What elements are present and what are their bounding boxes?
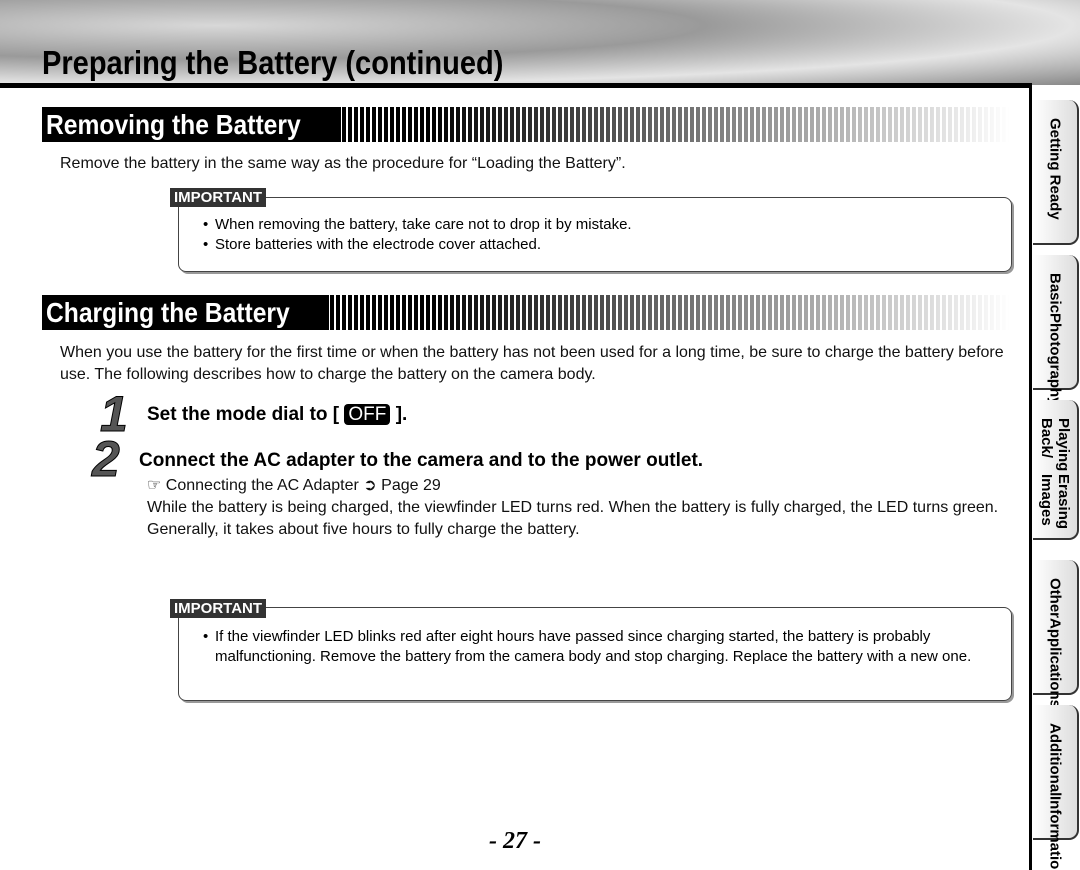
step-text: Set the mode dial to [ OFF ].: [147, 404, 407, 426]
page-number: - 27 -: [489, 828, 541, 854]
arrow: ➲: [363, 477, 377, 494]
ref-text: Connecting the AC Adapter: [165, 477, 359, 494]
side-tab[interactable]: Additional Information: [1033, 705, 1079, 870]
side-tab[interactable]: Playing Back/Erasing Images: [1033, 400, 1079, 540]
heading-text: Removing the Battery: [46, 109, 301, 140]
important-box: If the viewfinder LED blinks red after e…: [178, 607, 1012, 701]
tab-line: Other: [1046, 578, 1064, 619]
section-heading: Removing the Battery: [42, 107, 342, 142]
icon: ☞: [147, 477, 162, 494]
header-background: [0, 0, 1080, 85]
tab-line: Getting Ready: [1046, 118, 1064, 220]
step-text: Connect the AC adapter to the camera and…: [139, 450, 704, 471]
step-number: 1: [100, 386, 129, 443]
paragraph: Generally, it takes about five hours to …: [147, 521, 580, 538]
page-title: Preparing the Battery (continued): [42, 44, 504, 81]
side-tab[interactable]: Getting Ready: [1033, 100, 1079, 245]
tab-line: Erasing Images: [1038, 474, 1072, 530]
text: Set the mode dial to [: [147, 404, 340, 425]
text: ].: [395, 404, 408, 425]
important-box: When removing the battery, take care not…: [178, 197, 1012, 272]
reference: ☞ Connecting the AC Adapter ➲ Page 29: [147, 475, 1007, 497]
step-body: ☞ Connecting the AC Adapter ➲ Page 29 Wh…: [147, 475, 1007, 541]
side-rule: [1029, 85, 1032, 870]
tab-line: Information: [1046, 796, 1064, 870]
item: When removing the battery, take care not…: [203, 215, 1011, 235]
tab-line: Photography: [1046, 313, 1064, 406]
side-tab[interactable]: Basic Photography: [1033, 255, 1079, 406]
tab-line: Playing Back/: [1038, 418, 1072, 472]
intro: When you use the battery for the first t…: [60, 344, 1004, 383]
ref-page: Page 29: [381, 477, 441, 494]
important-label: IMPORTANT: [170, 599, 267, 618]
step-number: 2: [92, 431, 121, 488]
heading-text: Charging the Battery: [46, 297, 290, 328]
list: If the viewfinder LED blinks red after e…: [203, 627, 981, 667]
intro: Remove the battery in the same way as th…: [60, 155, 626, 172]
item: If the viewfinder LED blinks red after e…: [203, 627, 981, 667]
badge: OFF: [344, 404, 391, 425]
side-tab[interactable]: Other Applications: [1033, 560, 1079, 708]
list: When removing the battery, take care not…: [203, 215, 1011, 255]
tab-line: Applications: [1046, 618, 1064, 709]
tab-line: Additional: [1046, 723, 1064, 797]
tab-line: Basic: [1046, 273, 1064, 314]
paragraph: While the battery is being charged, the …: [147, 499, 999, 516]
important-label: IMPORTANT: [170, 188, 267, 207]
header-rule: [0, 83, 1032, 88]
item: Store batteries with the electrode cover…: [203, 235, 1011, 255]
section-heading: Charging the Battery: [42, 295, 329, 330]
